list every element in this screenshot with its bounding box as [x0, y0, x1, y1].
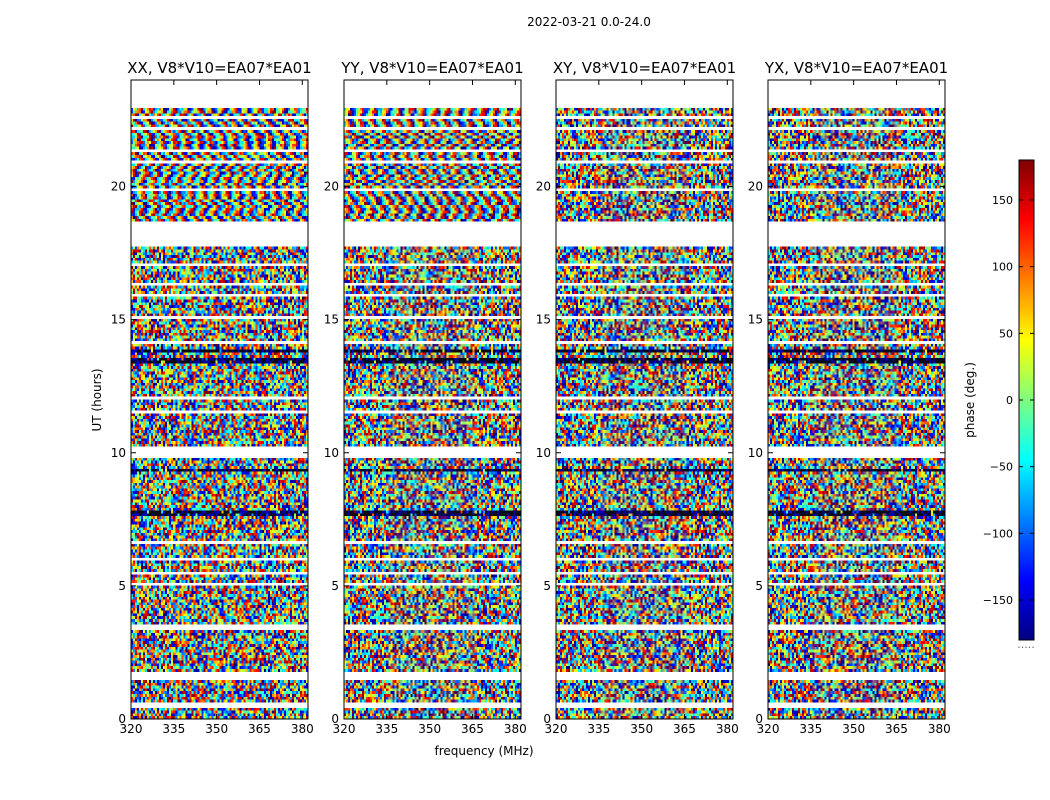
- x-tick-label: 350: [630, 722, 653, 736]
- x-tick-label: 350: [418, 722, 441, 736]
- y-tick-label: 5: [331, 579, 339, 593]
- panel-frame: [130, 79, 309, 720]
- colorbar-tick-label: 0: [1006, 394, 1013, 407]
- y-tick-label: 10: [536, 446, 551, 460]
- y-tick-label: 0: [331, 712, 339, 726]
- y-tick-label: 15: [111, 313, 126, 327]
- x-tick-label: 380: [291, 722, 314, 736]
- x-axis-label: frequency (MHz): [434, 744, 533, 758]
- x-tick-label: 380: [716, 722, 739, 736]
- y-tick-label: 15: [748, 313, 763, 327]
- y-tick-label: 5: [543, 579, 551, 593]
- x-tick-label: 380: [928, 722, 951, 736]
- y-tick-label: 0: [755, 712, 763, 726]
- y-tick-label: 15: [324, 313, 339, 327]
- colorbar-tick-label: −150: [983, 594, 1013, 607]
- heatmap-image: [344, 80, 521, 719]
- y-tick-label: 15: [536, 313, 551, 327]
- x-tick-label: 365: [461, 722, 484, 736]
- x-tick-label: 320: [757, 722, 780, 736]
- x-tick-label: 365: [248, 722, 271, 736]
- y-tick-label: 20: [536, 180, 551, 194]
- y-tick-label: 5: [118, 579, 126, 593]
- x-tick-label: 335: [587, 722, 610, 736]
- colorbar: −150 −100 −50 0 50 100 150: [983, 159, 1035, 641]
- colorbar-label: phase (deg.): [963, 362, 977, 438]
- figure-suptitle: 2022-03-21 0.0-24.0: [527, 15, 651, 29]
- colorbar-footer: .....: [1017, 638, 1034, 651]
- y-tick-label: 20: [324, 180, 339, 194]
- colorbar-tick-label: 100: [992, 261, 1013, 274]
- x-tick-label: 320: [333, 722, 356, 736]
- x-tick-label: 335: [375, 722, 398, 736]
- panel-4: YX, V8*V10=EA07*EA01 320 335 350 365 380 0 5 10 1…: [748, 59, 951, 736]
- panel-1: XX, V8*V10=EA07*EA01 320 335 350 365 380 0 5 10 1…: [111, 59, 314, 736]
- panel-frame: [767, 79, 946, 720]
- panels-group: XX, V8*V10=EA07*EA01 320 335 350 365 380 0 5 10 1…: [111, 59, 951, 736]
- y-tick-label: 10: [111, 446, 126, 460]
- panel-title: XY, V8*V10=EA07*EA01: [553, 59, 736, 77]
- x-tick-label: 335: [162, 722, 185, 736]
- y-tick-label: 0: [118, 712, 126, 726]
- x-tick-label: 365: [885, 722, 908, 736]
- x-tick-label: 320: [120, 722, 143, 736]
- x-tick-label: 380: [504, 722, 527, 736]
- x-tick-label: 320: [545, 722, 568, 736]
- panel-title: YY, V8*V10=EA07*EA01: [340, 59, 523, 77]
- heatmap-image: [768, 80, 945, 719]
- colorbar-tick-label: −50: [990, 461, 1013, 474]
- x-tick-label: 365: [673, 722, 696, 736]
- panel-2: YY, V8*V10=EA07*EA01 320 335 350 365 380 0 5 10 1…: [324, 59, 527, 736]
- heatmap-image: [131, 80, 308, 719]
- y-tick-label: 20: [748, 180, 763, 194]
- colorbar-tick-label: 150: [992, 194, 1013, 207]
- x-tick-label: 335: [799, 722, 822, 736]
- panel-title: YX, V8*V10=EA07*EA01: [764, 59, 948, 77]
- panel-frame: [343, 79, 522, 720]
- panel-title: XX, V8*V10=EA07*EA01: [127, 59, 311, 77]
- y-axis-label: UT (hours): [90, 368, 104, 431]
- y-tick-label: 20: [111, 180, 126, 194]
- panel-frame: [555, 79, 734, 720]
- heatmap-image: [556, 80, 733, 719]
- y-tick-label: 10: [748, 446, 763, 460]
- x-tick-label: 350: [205, 722, 228, 736]
- colorbar-tick-label: 50: [999, 327, 1013, 340]
- y-tick-label: 0: [543, 712, 551, 726]
- x-tick-label: 350: [842, 722, 865, 736]
- y-tick-label: 5: [755, 579, 763, 593]
- panel-3: XY, V8*V10=EA07*EA01 320 335 350 365 380 0 5 10 1…: [536, 59, 739, 736]
- y-tick-label: 10: [324, 446, 339, 460]
- colorbar-tick-label: −100: [983, 527, 1013, 540]
